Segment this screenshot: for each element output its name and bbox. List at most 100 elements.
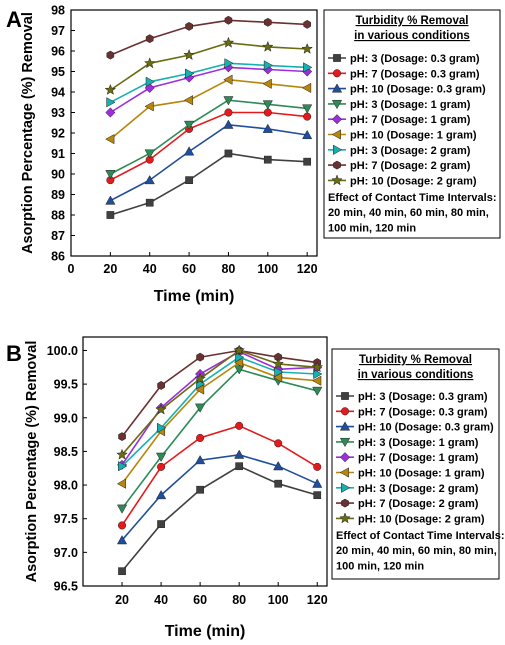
- data-point: [234, 449, 245, 459]
- data-point: [263, 155, 272, 164]
- y-tick-label: 94: [51, 86, 65, 100]
- legend-note: Effect of Contact Time Intervals:: [336, 530, 505, 542]
- data-point: [272, 357, 284, 369]
- legend-item: pH: 3 (Dosage: 1 gram): [328, 99, 471, 111]
- legend-item: pH: 3 (Dosage: 2 gram): [336, 482, 479, 495]
- x-tick-label: 120: [307, 593, 328, 607]
- data-point: [118, 432, 126, 441]
- legend-item: pH: 10 (Dosage: 2 gram): [328, 174, 477, 187]
- series-line: [121, 356, 318, 467]
- data-point: [301, 82, 312, 94]
- data-point: [118, 461, 128, 472]
- data-point: [118, 567, 126, 576]
- y-tick-label: 98.0: [54, 479, 78, 493]
- legend-marker: [341, 498, 349, 508]
- data-point: [233, 344, 245, 356]
- series-line: [110, 152, 308, 216]
- data-point: [223, 119, 234, 129]
- y-tick-label: 93: [51, 106, 65, 120]
- legend-marker: [339, 437, 351, 448]
- y-tick-label: 98: [51, 4, 65, 18]
- data-point: [273, 460, 284, 471]
- data-point: [116, 504, 128, 514]
- x-axis: 20 40 60 80 100 120: [115, 582, 328, 607]
- data-point: [143, 57, 156, 69]
- legend-item: pH: 7 (Dosage: 0.3 gram): [328, 68, 480, 80]
- data-point: [274, 439, 283, 448]
- series-line: [109, 66, 308, 114]
- data-point: [263, 108, 272, 117]
- legend-item: pH: 7 (Dosage: 2 gram): [336, 498, 479, 510]
- series-line: [110, 62, 308, 104]
- legend-marker: [339, 452, 351, 463]
- data-point: [157, 381, 165, 390]
- data-point: [157, 422, 167, 433]
- data-point: [105, 195, 116, 205]
- data-point: [303, 62, 313, 73]
- data-point: [145, 76, 155, 87]
- y-tick-label: 100.0: [47, 344, 78, 358]
- y-tick-label: 90: [51, 168, 65, 182]
- series-4: [116, 365, 323, 514]
- x-tick-label: 0: [68, 262, 75, 276]
- data-point: [224, 149, 233, 158]
- series-2: [118, 421, 322, 530]
- legend-label: pH: 3 (Dosage: 0.3 gram): [350, 53, 480, 65]
- series-line: [121, 361, 318, 485]
- x-tick-label: 80: [221, 262, 235, 276]
- legend-box: [323, 9, 501, 239]
- data-point: [224, 15, 233, 25]
- data-point: [106, 97, 116, 108]
- series-4: [105, 96, 313, 180]
- data-point: [274, 479, 283, 488]
- data-point: [105, 170, 116, 180]
- data-point: [145, 34, 154, 44]
- data-point: [262, 78, 272, 89]
- series-line: [121, 424, 318, 526]
- chart-panel-a: A 86 87 88 89 90 91 92 93 94 95 96 97 98 0 20 40 60 80 100 1…: [6, 4, 501, 305]
- data-point: [185, 68, 195, 79]
- legend-box: [331, 348, 500, 580]
- data-point: [313, 491, 322, 499]
- y-tick-label: 96.5: [54, 580, 78, 594]
- legend-item: pH: 10 (Dosage: 2 gram): [336, 512, 485, 525]
- data-point: [224, 58, 234, 69]
- legend-note: 100 min, 120 min: [336, 561, 424, 573]
- y-tick-label: 88: [51, 209, 65, 223]
- series-3: [116, 449, 323, 545]
- data-point: [105, 107, 116, 118]
- series-line: [121, 350, 318, 466]
- data-point: [235, 352, 245, 363]
- legend-item: pH: 3 (Dosage: 0.3 gram): [328, 53, 480, 65]
- legend-marker: [341, 392, 349, 400]
- x-tick-label: 20: [103, 262, 117, 276]
- legend-item: pH: 7 (Dosage: 1 gram): [328, 114, 471, 126]
- series-6: [105, 74, 312, 145]
- data-point: [312, 375, 322, 386]
- series-line: [121, 368, 318, 510]
- legend-marker: [332, 69, 342, 78]
- y-axis: 96.5 97.0 97.5 98.0 98.5 99.0 99.5 100.0: [47, 344, 87, 594]
- panel-letter: B: [6, 341, 22, 366]
- data-point: [183, 95, 194, 106]
- legend-marker: [331, 99, 343, 110]
- series-8: [106, 15, 311, 60]
- series-9: [104, 36, 313, 95]
- series-1: [118, 462, 322, 576]
- y-tick-label: 96: [51, 45, 65, 59]
- legend-marker: [333, 54, 341, 62]
- legend-item: pH: 3 (Dosage: 0.3 gram): [336, 391, 488, 403]
- data-point: [196, 352, 204, 362]
- legend-note: 20 min, 40 min, 60 min, 80 min,: [336, 545, 497, 557]
- legend-note: 100 min, 120 min: [328, 223, 416, 235]
- legend-marker: [331, 114, 343, 125]
- data-point: [183, 120, 195, 131]
- legend-item: pH: 7 (Dosage: 1 gram): [336, 452, 479, 464]
- series-line: [121, 453, 318, 541]
- legend-label: pH: 7 (Dosage: 1 gram): [350, 114, 471, 126]
- data-point: [235, 421, 244, 430]
- data-point: [235, 462, 244, 471]
- data-point: [194, 454, 206, 465]
- legend-marker: [333, 144, 343, 155]
- plot-frame: [82, 336, 328, 587]
